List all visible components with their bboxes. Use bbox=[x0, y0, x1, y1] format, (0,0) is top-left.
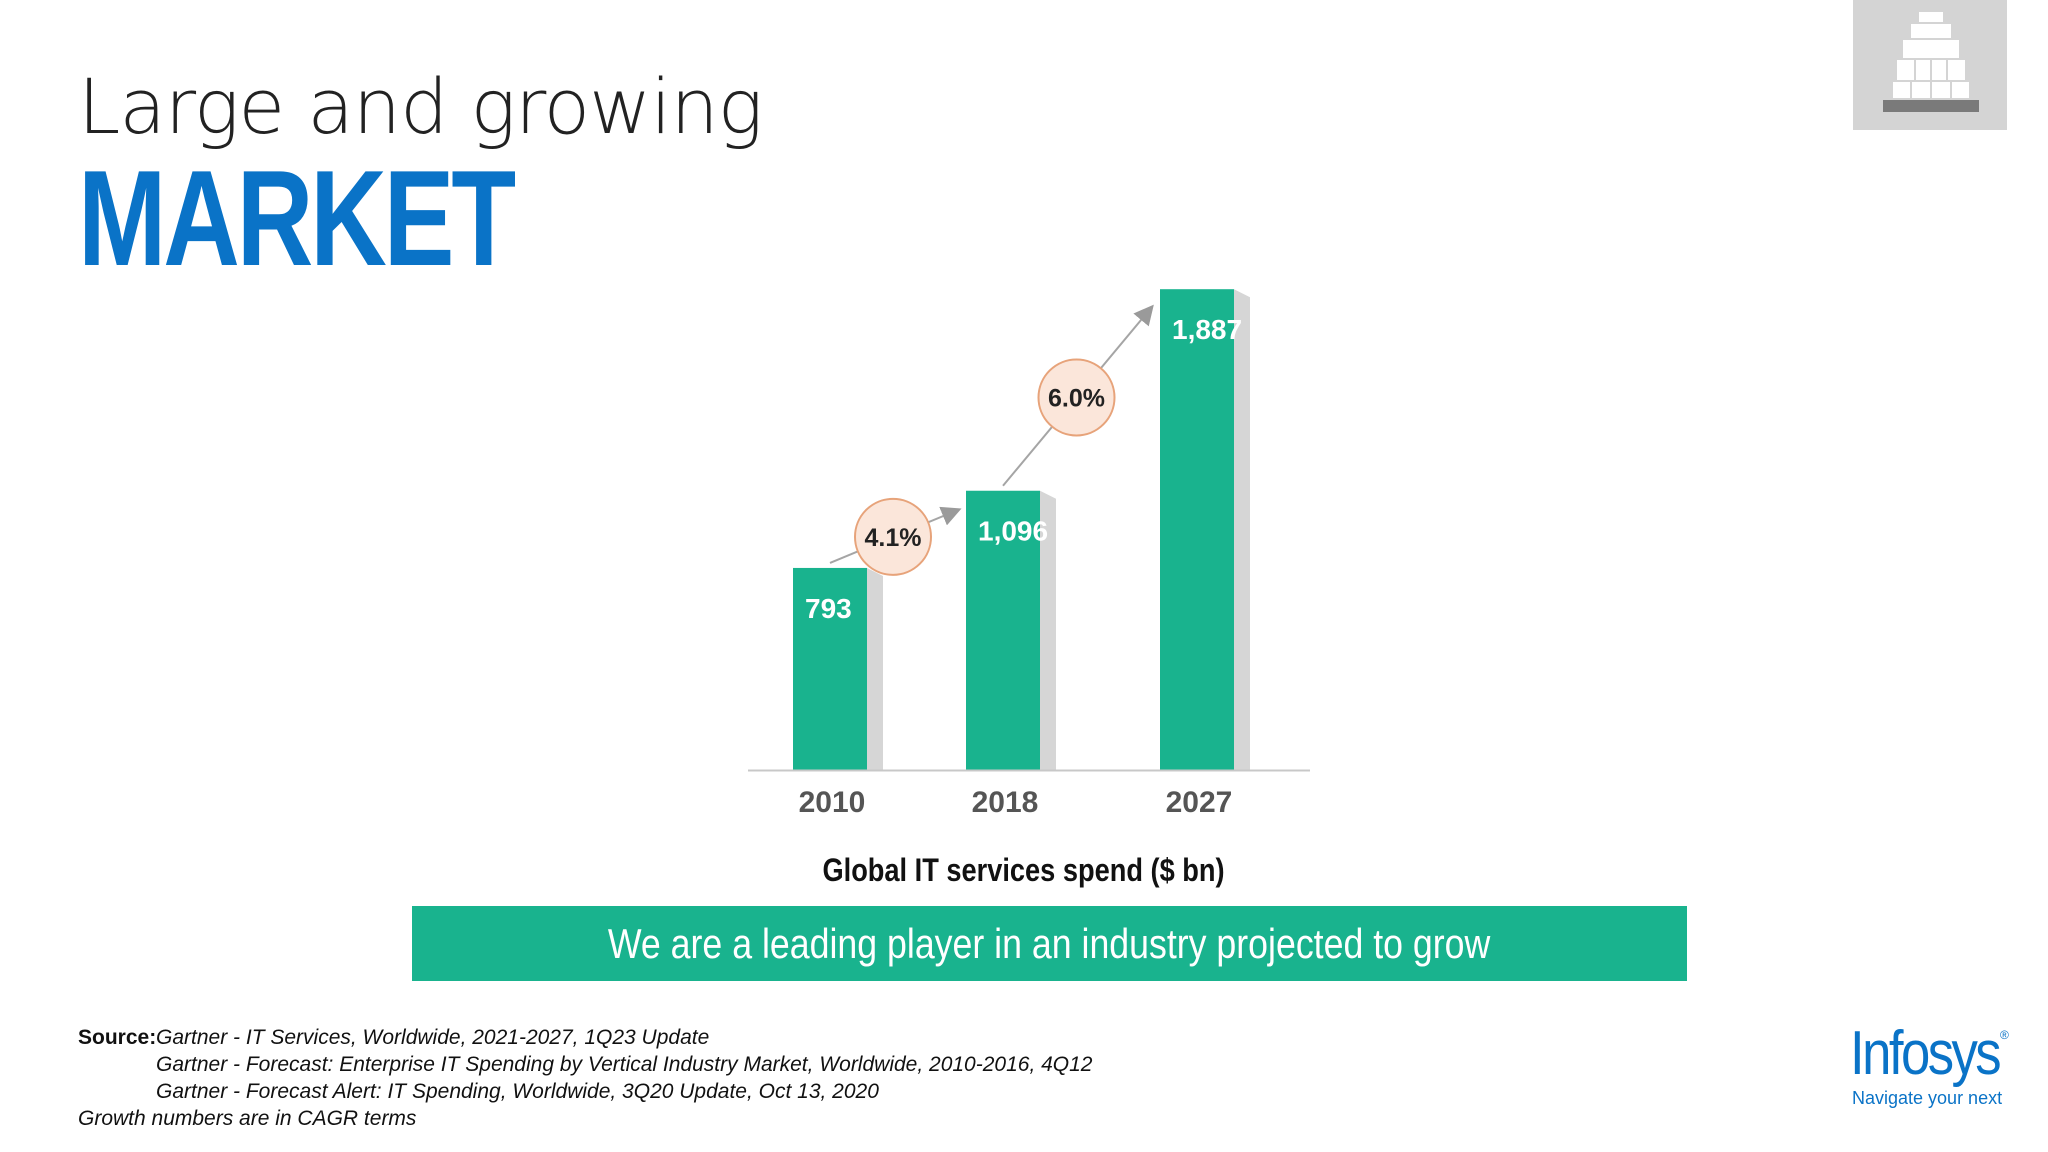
bar-2018 bbox=[966, 490, 1040, 770]
growth-note: Growth numbers are in CAGR terms bbox=[78, 1107, 417, 1130]
value-label-2010: 793 bbox=[805, 593, 852, 624]
bar-2010 bbox=[793, 567, 867, 770]
category-label-2010: 2010 bbox=[799, 786, 866, 819]
bar-2027 bbox=[1160, 289, 1234, 770]
bar-shadow-2010 bbox=[867, 567, 883, 770]
source-line-1: Source:Gartner - IT Services, Worldwide,… bbox=[78, 1026, 710, 1049]
building-icon bbox=[1853, 0, 2007, 130]
brand-tagline: Navigate your next bbox=[1852, 1088, 2003, 1108]
infosys-logo: Infosys bbox=[1850, 1019, 2002, 1088]
source-line-3: Gartner - Forecast Alert: IT Spending, W… bbox=[156, 1080, 879, 1103]
growth-label-2: 6.0% bbox=[1048, 384, 1105, 412]
value-label-2027: 1,887 bbox=[1172, 314, 1242, 345]
source-line-2: Gartner - Forecast: Enterprise IT Spendi… bbox=[156, 1053, 1093, 1076]
bar-shadow-2027 bbox=[1234, 289, 1250, 770]
source-notes: Source:Gartner - IT Services, Worldwide,… bbox=[78, 1024, 1092, 1132]
title-market: MARKET bbox=[78, 142, 516, 294]
category-label-2018: 2018 bbox=[972, 786, 1039, 819]
growth-bubble-2 bbox=[1037, 358, 1116, 437]
tagline-banner: We are a leading player in an industry p… bbox=[412, 906, 1687, 981]
category-label-2027: 2027 bbox=[1166, 786, 1233, 819]
growth-label-1: 4.1% bbox=[865, 524, 922, 552]
chart-title: Global IT services spend ($ bn) bbox=[822, 852, 1226, 888]
value-label-2018: 1,096 bbox=[978, 516, 1048, 547]
title-light: Large and growing bbox=[78, 62, 763, 151]
growth-bubble-1 bbox=[854, 497, 932, 576]
bar-shadow-2018 bbox=[1040, 490, 1056, 770]
registered-mark: ® bbox=[2000, 1028, 2009, 1042]
